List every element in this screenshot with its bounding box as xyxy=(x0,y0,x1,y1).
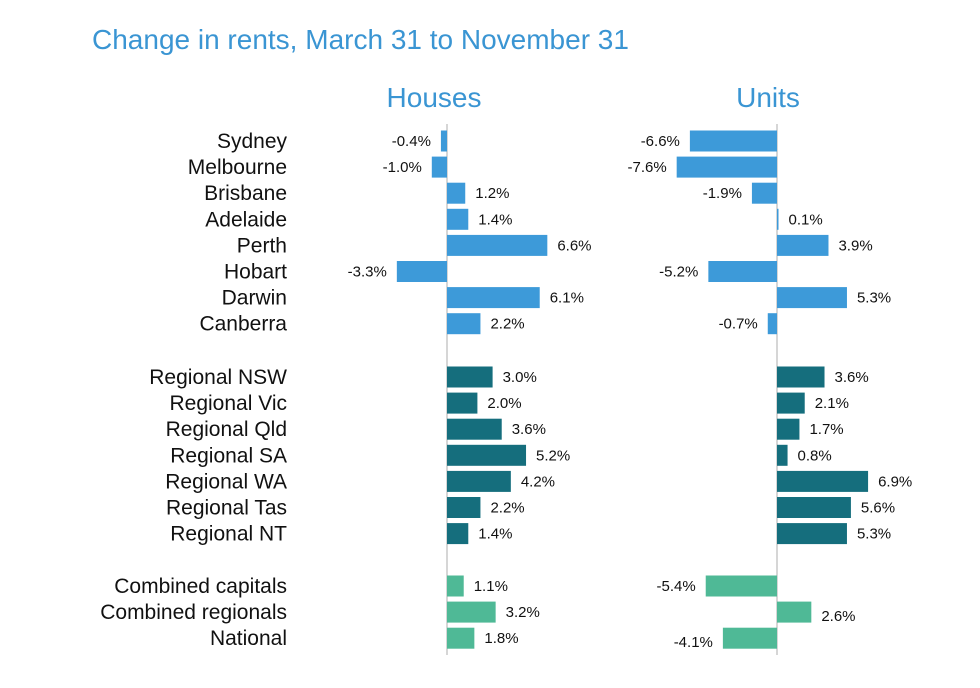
houses-bar xyxy=(447,497,481,518)
panel-title-houses: Houses xyxy=(386,82,482,113)
units-value-label: 0.1% xyxy=(789,211,823,228)
houses-bar xyxy=(447,234,548,256)
units-bar xyxy=(777,601,812,623)
category-label: National xyxy=(210,627,287,650)
units-bar xyxy=(708,261,777,282)
units-bar xyxy=(777,418,800,440)
houses-value-label: -1.0% xyxy=(383,159,422,176)
units-bar xyxy=(705,575,777,597)
houses-value-label: 1.8% xyxy=(484,630,518,647)
houses-value-label: 3.2% xyxy=(506,604,540,621)
category-label: Regional Vic xyxy=(169,392,287,415)
units-bar xyxy=(767,313,777,335)
houses-bar xyxy=(447,601,496,623)
houses-value-label: 2.2% xyxy=(490,500,524,517)
units-bar xyxy=(777,366,825,388)
category-label: Perth xyxy=(237,234,287,257)
houses-bar xyxy=(447,287,540,309)
category-label: Combined capitals xyxy=(114,575,287,598)
units-bar xyxy=(777,523,847,545)
houses-value-label: -0.4% xyxy=(392,133,431,150)
category-label: Canberra xyxy=(199,313,287,336)
category-label: Darwin xyxy=(222,287,287,310)
units-value-label: 3.6% xyxy=(835,369,869,386)
panel-title-units: Units xyxy=(736,82,800,113)
houses-bar xyxy=(447,470,511,492)
houses-bar xyxy=(447,182,466,204)
houses-bar xyxy=(431,156,447,178)
units-value-label: -7.6% xyxy=(627,159,666,176)
units-value-label: -5.2% xyxy=(659,264,698,281)
units-value-label: 3.9% xyxy=(838,237,872,254)
category-label: Regional Tas xyxy=(166,497,287,520)
units-bar xyxy=(777,208,779,230)
units-bar xyxy=(689,130,777,152)
houses-bar xyxy=(447,627,475,649)
category-label: Hobart xyxy=(224,261,287,284)
houses-bar xyxy=(447,418,502,440)
units-value-label: 5.6% xyxy=(861,500,895,517)
houses-value-label: 1.4% xyxy=(478,526,512,543)
houses-bar xyxy=(447,523,469,545)
houses-value-label: 4.2% xyxy=(521,473,555,490)
units-value-label: -4.1% xyxy=(674,634,713,651)
houses-bar xyxy=(447,208,469,230)
houses-bar xyxy=(447,444,527,466)
houses-value-label: 6.6% xyxy=(557,237,591,254)
units-value-label: 6.9% xyxy=(878,473,912,490)
category-label: Regional SA xyxy=(170,444,287,467)
units-bar xyxy=(777,470,869,492)
houses-value-label: 5.2% xyxy=(536,447,570,464)
category-label: Combined regionals xyxy=(100,601,287,624)
houses-bar xyxy=(447,392,478,414)
houses-bar xyxy=(440,130,447,152)
category-label: Regional WA xyxy=(165,470,287,493)
houses-value-label: 1.4% xyxy=(478,211,512,228)
houses-bar xyxy=(396,261,447,282)
units-bar xyxy=(777,444,788,466)
houses-bar xyxy=(447,366,493,388)
units-value-label: 0.8% xyxy=(798,447,832,464)
units-value-label: 5.3% xyxy=(857,526,891,543)
chart-title: Change in rents, March 31 to November 31 xyxy=(92,24,629,55)
units-bar xyxy=(777,234,829,256)
houses-value-label: 1.2% xyxy=(475,185,509,202)
units-value-label: -0.7% xyxy=(719,316,758,333)
units-bar xyxy=(777,392,805,414)
units-value-label: 2.6% xyxy=(821,608,855,625)
units-value-label: 2.1% xyxy=(815,395,849,412)
houses-value-label: 2.2% xyxy=(490,316,524,333)
category-label: Brisbane xyxy=(204,182,287,205)
houses-value-label: 1.1% xyxy=(474,578,508,595)
category-label: Regional NT xyxy=(170,523,287,546)
category-label: Melbourne xyxy=(188,156,287,179)
houses-value-label: 3.6% xyxy=(512,421,546,438)
category-label: Adelaide xyxy=(205,208,287,231)
houses-bar xyxy=(447,313,481,335)
category-label: Regional Qld xyxy=(166,418,287,441)
units-value-label: -6.6% xyxy=(641,133,680,150)
units-value-label: 5.3% xyxy=(857,290,891,307)
houses-value-label: 2.0% xyxy=(487,395,521,412)
houses-value-label: 3.0% xyxy=(503,369,537,386)
category-label: Sydney xyxy=(217,130,288,153)
houses-bar xyxy=(447,575,464,597)
houses-value-label: 6.1% xyxy=(550,290,584,307)
units-value-label: -5.4% xyxy=(657,578,696,595)
category-label: Regional NSW xyxy=(149,366,287,389)
units-value-label: 1.7% xyxy=(809,421,843,438)
units-bar xyxy=(777,287,847,309)
units-bar xyxy=(777,497,851,518)
units-bar xyxy=(751,182,777,204)
units-bar xyxy=(676,156,777,178)
units-value-label: -1.9% xyxy=(703,185,742,202)
houses-value-label: -3.3% xyxy=(348,264,387,281)
units-bar xyxy=(722,627,777,649)
